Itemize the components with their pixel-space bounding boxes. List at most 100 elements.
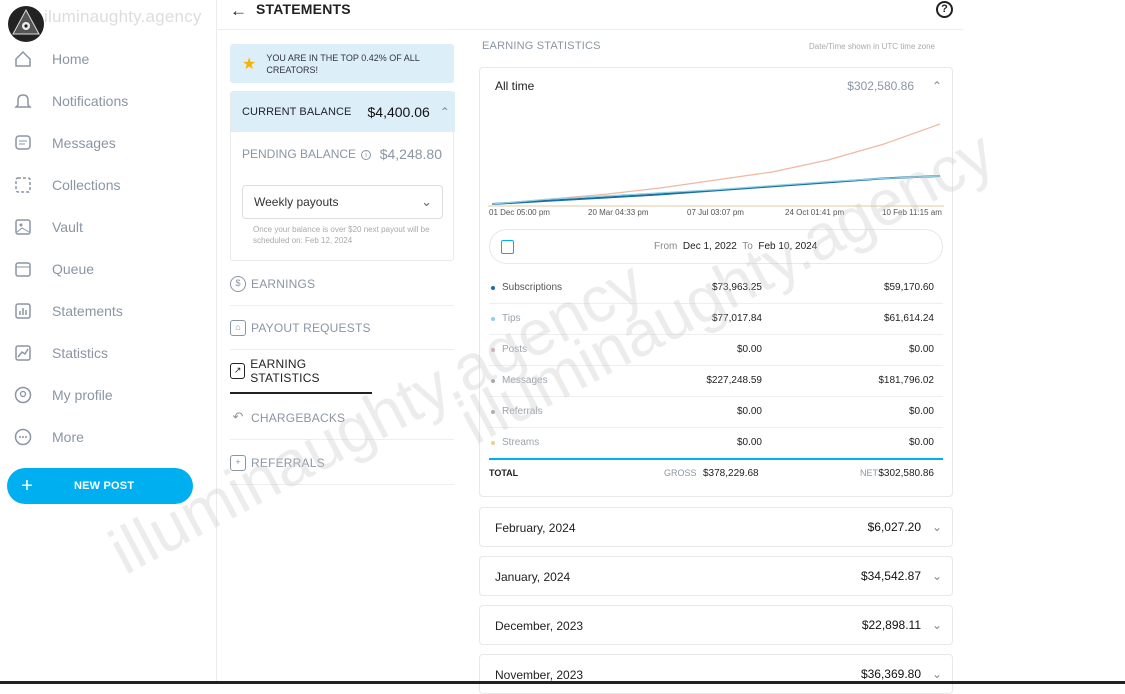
total-row: TOTAL GROSS $378,229.68 NET $302,580.86 — [489, 458, 943, 486]
stat-name: Referrals — [502, 406, 543, 417]
statistics-icon — [12, 342, 34, 364]
series-dot — [491, 317, 495, 321]
chevron-down-icon: ⌄ — [931, 569, 942, 583]
period-label: All time — [495, 79, 535, 93]
stat-row: Referrals $0.00 $0.00 — [489, 397, 943, 428]
sidebar-item-label: Queue — [52, 261, 95, 277]
stat-row: Streams $0.00 $0.00 — [489, 428, 943, 459]
watermark-text: iluminaughty.agency — [44, 7, 202, 26]
stat-gross: $73,963.25 — [711, 282, 762, 293]
sidebar-item-messages[interactable]: Messages — [12, 128, 202, 158]
help-icon[interactable]: ? — [936, 1, 953, 18]
menu-earnings[interactable]: $ EARNINGS — [230, 262, 454, 306]
x-tick-label: 01 Dec 05:00 pm — [489, 208, 550, 217]
sidebar-item-label: Vault — [52, 219, 83, 235]
series-line-tips — [491, 175, 941, 205]
stat-gross: $0.00 — [736, 344, 762, 355]
from-label: From — [654, 241, 678, 252]
series-dot — [491, 286, 495, 290]
stat-net: $61,614.24 — [883, 313, 934, 324]
calendar-icon — [12, 258, 34, 280]
payout-note: Once your balance is over $20 next payou… — [253, 225, 430, 245]
collections-icon — [12, 174, 34, 196]
month-row[interactable]: January, 2024 $34,542.87 ⌄ — [479, 556, 953, 596]
stat-net: $0.00 — [908, 344, 934, 355]
menu-label: CHARGEBACKS — [251, 410, 346, 425]
stat-gross: $227,248.59 — [706, 375, 762, 386]
chevron-up-icon[interactable]: ⌃ — [931, 79, 942, 93]
new-post-label: NEW POST — [74, 480, 135, 492]
plus-icon: + — [21, 475, 33, 497]
message-icon — [12, 132, 34, 154]
stat-row: Subscriptions $73,963.25 $59,170.60 — [489, 273, 943, 304]
series-dot — [491, 379, 495, 383]
month-label: February, 2024 — [495, 521, 576, 535]
menu-label: PAYOUT REQUESTS — [251, 320, 371, 335]
month-row[interactable]: November, 2023 $36,369.80 ⌄ — [479, 654, 953, 694]
from-date: Dec 1, 2022 — [682, 241, 737, 252]
sidebar-item-queue[interactable]: Queue — [12, 254, 202, 284]
earning-statistics-card: All time $302,580.86 ⌃ 01 Dec 05:00 pm 2… — [479, 67, 953, 497]
menu-payout-requests[interactable]: ⌂ PAYOUT REQUESTS — [230, 306, 454, 350]
sidebar-item-vault[interactable]: Vault — [12, 212, 202, 242]
sidebar-item-label: Statistics — [52, 345, 109, 361]
stat-net: $59,170.60 — [883, 282, 934, 293]
sidebar-item-notifications[interactable]: Notifications — [12, 86, 202, 116]
pending-label-text: PENDING BALANCE — [242, 147, 357, 161]
stat-name: Subscriptions — [502, 282, 563, 293]
date-range-picker[interactable]: From Dec 1, 2022 To Feb 10, 2024 — [489, 229, 943, 264]
month-value: $34,542.87 — [860, 569, 921, 583]
new-post-button[interactable]: + NEW POST — [7, 468, 193, 504]
month-row[interactable]: February, 2024 $6,027.20 ⌄ — [479, 507, 953, 547]
net-label: NET — [860, 468, 878, 478]
month-row[interactable]: December, 2023 $22,898.11 ⌄ — [479, 605, 953, 645]
current-balance-row[interactable]: CURRENT BALANCE $4,400.06 ⌃ — [231, 92, 455, 132]
bank-icon: ⌂ — [230, 319, 246, 336]
menu-chargebacks[interactable]: ↶ CHARGEBACKS — [230, 396, 454, 440]
menu-referrals[interactable]: + REFERRALS — [230, 441, 454, 485]
page-header: ← STATEMENTS ? — [218, 0, 963, 30]
sidebar-item-label: Messages — [52, 135, 116, 151]
sidebar-item-statements[interactable]: Statements — [12, 296, 202, 326]
section-title: EARNING STATISTICS — [482, 40, 601, 52]
sidebar-item-home[interactable]: Home — [12, 44, 202, 74]
back-arrow-icon[interactable]: ← — [230, 1, 247, 20]
sidebar-item-statistics[interactable]: Statistics — [12, 338, 202, 368]
stat-name: Messages — [502, 375, 548, 386]
sidebar-item-my-profile[interactable]: My profile — [12, 380, 202, 410]
info-icon[interactable]: i — [361, 150, 372, 160]
to-date: Feb 10, 2024 — [758, 241, 818, 252]
earnings-line-chart — [488, 123, 944, 207]
menu-earning-statistics[interactable]: ↗ EARNING STATISTICS — [230, 350, 372, 394]
x-tick-label: 10 Feb 11:15 am — [882, 208, 942, 217]
chevron-up-icon[interactable]: ⌃ — [439, 105, 450, 119]
chargeback-icon: ↶ — [232, 408, 244, 424]
net-total: $302,580.86 — [878, 468, 934, 479]
profile-icon — [12, 384, 34, 406]
sidebar-item-more[interactable]: More — [12, 422, 202, 452]
sidebar-item-collections[interactable]: Collections — [12, 170, 202, 200]
sidebar-item-label: Home — [52, 51, 90, 67]
pending-balance-value: $4,248.80 — [379, 146, 442, 162]
stat-gross: $77,017.84 — [711, 313, 762, 324]
series-dot — [491, 348, 495, 352]
chevron-down-icon: ⌄ — [931, 667, 942, 681]
gross-total: $378,229.68 — [703, 468, 759, 479]
gross-label: GROSS — [664, 468, 697, 478]
chevron-down-icon: ⌄ — [931, 618, 942, 632]
top-creator-text: YOU ARE IN THE TOP 0.42% OF ALL CREATORS… — [266, 52, 420, 75]
series-dot — [491, 441, 495, 445]
home-icon — [12, 48, 34, 70]
payout-frequency-select[interactable]: Weekly payouts ⌄ — [242, 185, 443, 219]
page-title: STATEMENTS — [256, 1, 351, 17]
current-balance-value: $4,400.06 — [367, 104, 430, 120]
top-creator-banner: ★ YOU ARE IN THE TOP 0.42% OF ALL CREATO… — [230, 44, 454, 83]
balance-card: CURRENT BALANCE $4,400.06 ⌃ PENDING BALA… — [230, 91, 455, 261]
x-tick-label: 07 Jul 03:07 pm — [687, 208, 744, 217]
sidebar-item-label: Collections — [52, 177, 121, 193]
stat-gross: $0.00 — [736, 437, 762, 448]
pending-balance-label: PENDING BALANCE i — [242, 147, 372, 161]
chevron-down-icon: ⌄ — [421, 194, 432, 209]
stat-net: $0.00 — [908, 406, 934, 417]
logo-icon[interactable] — [6, 4, 46, 44]
